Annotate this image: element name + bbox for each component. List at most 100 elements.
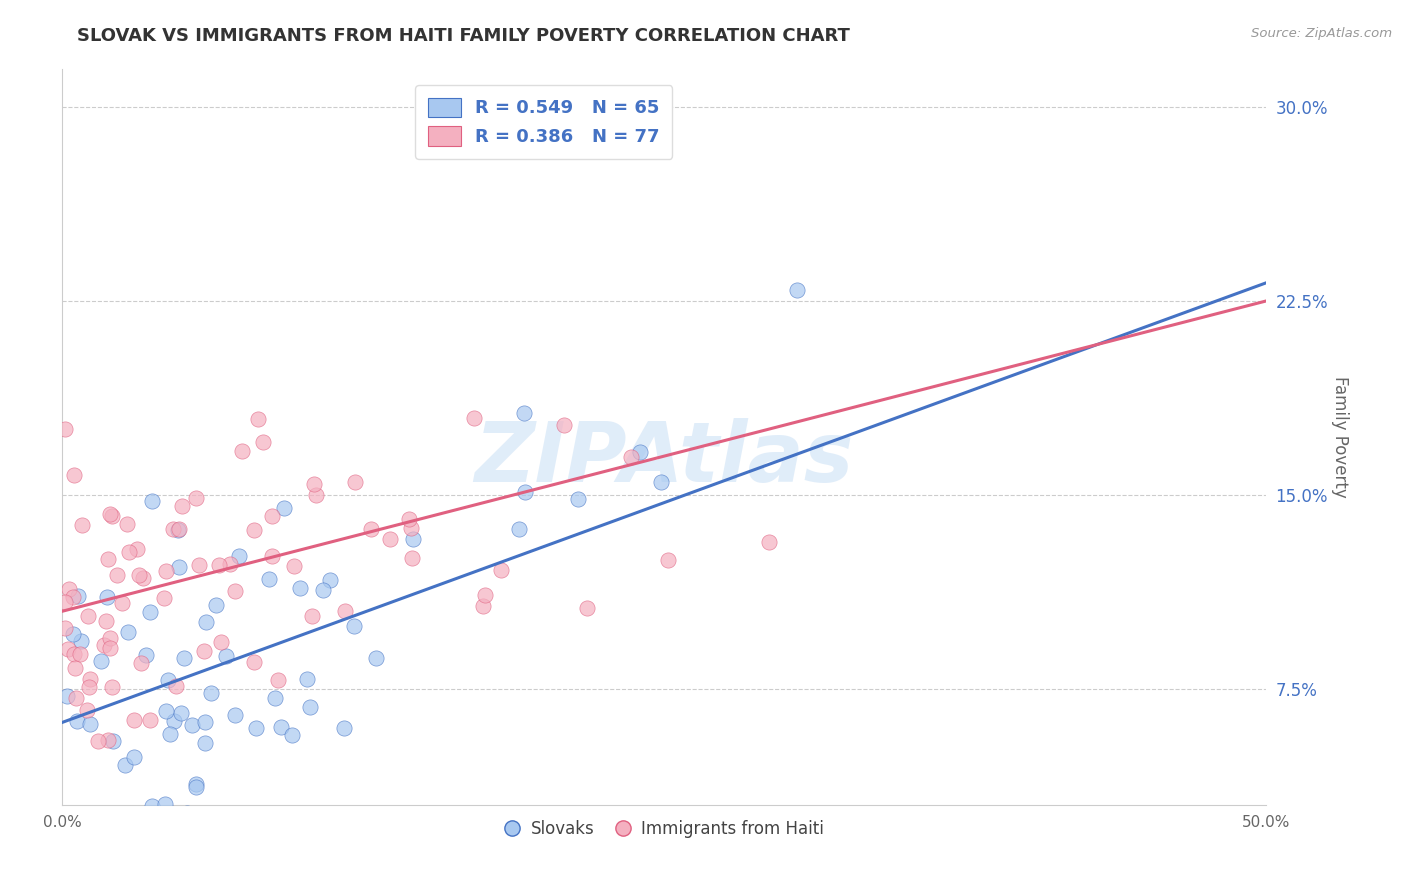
Point bbox=[173, 651, 195, 665]
Point bbox=[273, 501, 295, 516]
Point bbox=[117, 544, 139, 558]
Point bbox=[360, 522, 382, 536]
Point bbox=[219, 557, 242, 571]
Point bbox=[117, 517, 139, 532]
Point bbox=[186, 777, 208, 791]
Point bbox=[209, 635, 232, 649]
Point bbox=[139, 605, 162, 619]
Legend: Slovaks, Immigrants from Haiti: Slovaks, Immigrants from Haiti bbox=[498, 814, 831, 845]
Point bbox=[111, 821, 134, 835]
Point bbox=[79, 672, 101, 686]
Point bbox=[228, 549, 250, 563]
Point bbox=[143, 812, 166, 826]
Point bbox=[53, 595, 76, 609]
Point bbox=[98, 631, 121, 645]
Point bbox=[344, 475, 367, 489]
Point bbox=[380, 532, 402, 546]
Point bbox=[97, 551, 120, 566]
Point bbox=[124, 823, 146, 838]
Point bbox=[243, 524, 266, 538]
Point bbox=[167, 559, 190, 574]
Point bbox=[62, 590, 84, 604]
Point bbox=[188, 558, 211, 572]
Point bbox=[399, 521, 422, 535]
Point bbox=[65, 691, 87, 706]
Point bbox=[128, 567, 150, 582]
Point bbox=[508, 522, 530, 536]
Point bbox=[87, 734, 110, 748]
Point bbox=[167, 523, 190, 537]
Point bbox=[318, 573, 340, 587]
Point bbox=[246, 411, 269, 425]
Point bbox=[267, 673, 290, 687]
Point bbox=[63, 467, 86, 482]
Point bbox=[194, 736, 217, 750]
Point bbox=[262, 549, 284, 563]
Point bbox=[155, 704, 177, 718]
Point bbox=[101, 733, 124, 747]
Point bbox=[100, 680, 122, 694]
Point bbox=[155, 564, 177, 578]
Point bbox=[343, 618, 366, 632]
Point bbox=[576, 600, 599, 615]
Point bbox=[281, 728, 304, 742]
Point bbox=[650, 475, 672, 489]
Point bbox=[62, 626, 84, 640]
Point bbox=[181, 718, 204, 732]
Point bbox=[162, 714, 184, 728]
Point bbox=[162, 522, 184, 536]
Point bbox=[165, 679, 187, 693]
Point bbox=[66, 714, 89, 729]
Point bbox=[56, 689, 79, 703]
Point bbox=[657, 553, 679, 567]
Point bbox=[101, 508, 124, 523]
Point bbox=[153, 591, 176, 606]
Point bbox=[305, 488, 328, 502]
Point bbox=[96, 590, 118, 604]
Point bbox=[132, 571, 155, 585]
Point bbox=[141, 798, 163, 813]
Point bbox=[65, 823, 87, 838]
Point bbox=[124, 713, 146, 727]
Point bbox=[63, 647, 86, 661]
Point bbox=[489, 563, 512, 577]
Point bbox=[200, 686, 222, 700]
Point bbox=[56, 641, 79, 656]
Point bbox=[127, 541, 149, 556]
Point bbox=[157, 673, 180, 688]
Point bbox=[114, 758, 136, 772]
Text: SLOVAK VS IMMIGRANTS FROM HAITI FAMILY POVERTY CORRELATION CHART: SLOVAK VS IMMIGRANTS FROM HAITI FAMILY P… bbox=[77, 27, 851, 45]
Point bbox=[215, 649, 238, 664]
Point bbox=[141, 494, 163, 508]
Point bbox=[401, 550, 423, 565]
Point bbox=[758, 534, 780, 549]
Point bbox=[172, 500, 194, 514]
Point bbox=[224, 707, 246, 722]
Point bbox=[193, 643, 215, 657]
Point bbox=[117, 625, 139, 640]
Point bbox=[472, 599, 495, 613]
Point bbox=[69, 648, 91, 662]
Point bbox=[98, 507, 121, 521]
Point bbox=[76, 703, 98, 717]
Point bbox=[186, 491, 208, 505]
Point bbox=[301, 608, 323, 623]
Point bbox=[474, 588, 496, 602]
Point bbox=[262, 509, 284, 524]
Point bbox=[333, 604, 356, 618]
Point bbox=[66, 590, 89, 604]
Point bbox=[204, 598, 226, 612]
Point bbox=[79, 716, 101, 731]
Point bbox=[302, 477, 325, 491]
Point bbox=[135, 648, 157, 662]
Point bbox=[786, 283, 808, 297]
Point bbox=[63, 660, 86, 674]
Point bbox=[298, 700, 321, 714]
Point bbox=[243, 656, 266, 670]
Point bbox=[283, 559, 305, 574]
Point bbox=[231, 444, 253, 458]
Point bbox=[122, 749, 145, 764]
Point bbox=[170, 706, 193, 721]
Point bbox=[463, 411, 485, 425]
Point bbox=[53, 621, 76, 635]
